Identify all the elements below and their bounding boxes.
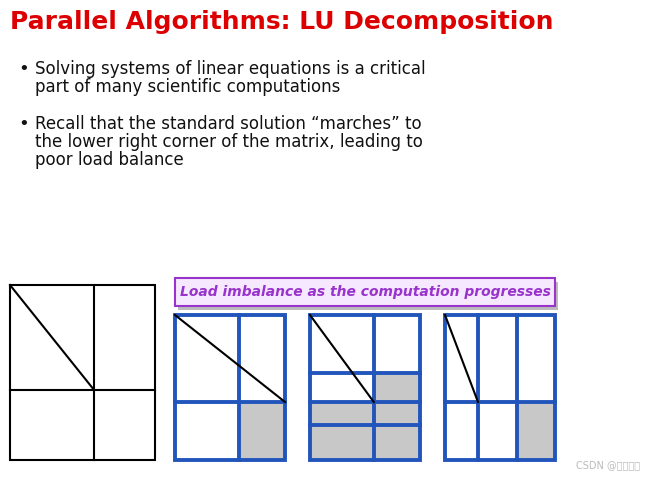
- Text: Recall that the standard solution “marches” to: Recall that the standard solution “march…: [35, 115, 422, 133]
- Bar: [445, 315, 555, 460]
- Text: part of many scientific computations: part of many scientific computations: [35, 78, 341, 96]
- Text: Solving systems of linear equations is a critical: Solving systems of linear equations is a…: [35, 60, 426, 78]
- Bar: [310, 402, 420, 425]
- Bar: [178, 282, 558, 310]
- Bar: [10, 285, 155, 460]
- Text: •: •: [18, 115, 29, 133]
- FancyBboxPatch shape: [175, 278, 555, 306]
- Text: Parallel Algorithms: LU Decomposition: Parallel Algorithms: LU Decomposition: [10, 10, 554, 34]
- Bar: [310, 315, 420, 460]
- Text: •: •: [18, 60, 29, 78]
- Bar: [94, 390, 155, 460]
- Text: poor load balance: poor load balance: [35, 151, 184, 169]
- Bar: [239, 402, 285, 460]
- Text: CSDN @深度混淆: CSDN @深度混淆: [576, 460, 640, 470]
- Bar: [517, 402, 555, 460]
- Text: Load imbalance as the computation progresses: Load imbalance as the computation progre…: [179, 285, 551, 299]
- Text: the lower right corner of the matrix, leading to: the lower right corner of the matrix, le…: [35, 133, 423, 151]
- Bar: [374, 373, 420, 402]
- Bar: [175, 315, 285, 460]
- Bar: [310, 425, 420, 460]
